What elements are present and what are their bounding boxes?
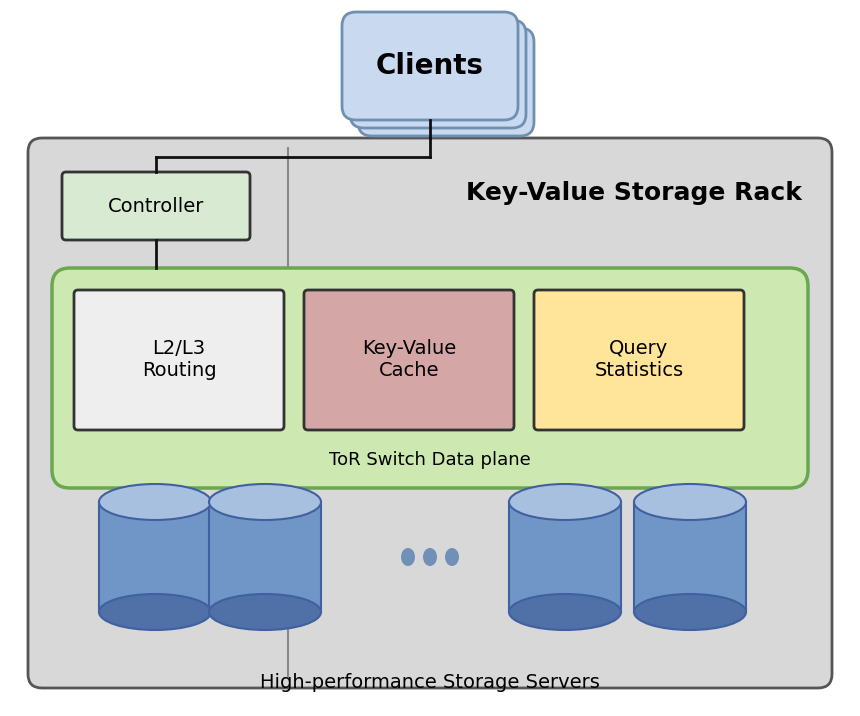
Ellipse shape — [634, 594, 746, 630]
Ellipse shape — [509, 594, 621, 630]
Text: Clients: Clients — [376, 52, 484, 80]
Ellipse shape — [634, 484, 746, 520]
FancyBboxPatch shape — [350, 20, 526, 128]
Text: L2/L3
Routing: L2/L3 Routing — [142, 339, 217, 380]
FancyBboxPatch shape — [62, 172, 250, 240]
Ellipse shape — [99, 594, 211, 630]
FancyBboxPatch shape — [52, 268, 808, 488]
Ellipse shape — [401, 548, 415, 566]
Text: Key-Value
Cache: Key-Value Cache — [362, 339, 456, 380]
Polygon shape — [99, 502, 211, 612]
FancyBboxPatch shape — [28, 138, 832, 688]
FancyBboxPatch shape — [534, 290, 744, 430]
Polygon shape — [634, 502, 746, 612]
FancyBboxPatch shape — [358, 28, 534, 136]
Ellipse shape — [423, 548, 437, 566]
Text: Query
Statistics: Query Statistics — [594, 339, 684, 380]
FancyBboxPatch shape — [74, 290, 284, 430]
Polygon shape — [209, 502, 321, 612]
Ellipse shape — [445, 548, 459, 566]
Text: High-performance Storage Servers: High-performance Storage Servers — [260, 672, 600, 692]
Ellipse shape — [509, 484, 621, 520]
FancyBboxPatch shape — [342, 12, 518, 120]
FancyBboxPatch shape — [304, 290, 514, 430]
Text: Key-Value Storage Rack: Key-Value Storage Rack — [466, 181, 802, 205]
Ellipse shape — [99, 484, 211, 520]
Ellipse shape — [209, 484, 321, 520]
Ellipse shape — [209, 594, 321, 630]
Polygon shape — [509, 502, 621, 612]
Text: Controller: Controller — [108, 196, 204, 216]
Text: ToR Switch Data plane: ToR Switch Data plane — [329, 451, 531, 469]
